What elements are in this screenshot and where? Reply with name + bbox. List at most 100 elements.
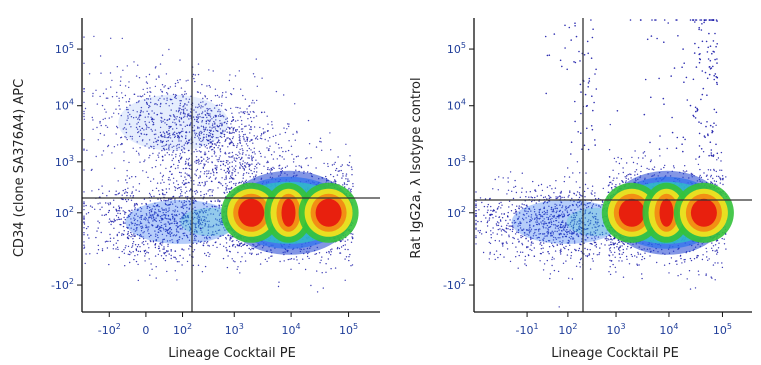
event-point — [551, 188, 553, 190]
event-point — [130, 227, 132, 229]
event-point — [83, 36, 85, 38]
event-point — [540, 248, 542, 250]
event-point — [196, 217, 198, 219]
event-point — [520, 235, 522, 237]
event-point — [127, 231, 129, 233]
event-point — [162, 248, 164, 250]
event-point — [210, 100, 212, 102]
event-point — [181, 212, 183, 214]
event-point — [216, 94, 219, 97]
event-point — [83, 191, 85, 193]
event-point — [136, 254, 139, 256]
event-point — [185, 162, 187, 164]
event-point — [157, 198, 159, 200]
event-point — [175, 222, 177, 224]
event-point — [243, 137, 245, 139]
event-point — [155, 226, 157, 228]
event-point — [264, 131, 266, 133]
event-point — [178, 196, 181, 198]
event-point — [488, 258, 490, 260]
event-point — [201, 231, 203, 233]
event-point — [345, 143, 347, 145]
event-point — [117, 239, 119, 242]
event-point — [562, 262, 565, 264]
event-point — [161, 179, 164, 181]
event-point — [205, 202, 207, 205]
event-point — [113, 218, 115, 220]
event-point — [279, 133, 281, 135]
event-point — [287, 149, 290, 152]
event-point — [83, 205, 85, 207]
event-point — [229, 175, 232, 177]
event-point — [579, 172, 581, 174]
event-point — [190, 232, 192, 234]
event-point — [315, 167, 317, 169]
event-point — [321, 256, 323, 258]
event-point — [497, 256, 499, 259]
event-point — [160, 182, 162, 184]
event-point — [334, 161, 336, 164]
event-point — [551, 258, 553, 261]
event-point — [193, 151, 195, 153]
event-point — [208, 170, 210, 172]
event-point — [522, 251, 524, 253]
event-point — [222, 234, 224, 237]
event-point — [194, 216, 196, 219]
event-point — [166, 240, 169, 242]
event-point — [586, 248, 589, 251]
event-point — [174, 217, 176, 220]
event-point — [325, 263, 327, 265]
density-contour — [315, 198, 342, 227]
event-point — [286, 165, 288, 167]
event-point — [555, 180, 557, 182]
event-point — [263, 132, 265, 135]
event-point — [226, 185, 228, 187]
event-point — [244, 162, 246, 164]
event-point — [544, 196, 547, 198]
event-point — [248, 168, 251, 170]
event-point — [209, 195, 211, 197]
event-point — [586, 255, 589, 258]
event-point — [489, 251, 491, 254]
event-point — [206, 147, 208, 149]
event-point — [128, 98, 131, 100]
event-point — [183, 234, 185, 237]
event-point — [198, 181, 201, 184]
event-point — [153, 195, 155, 197]
event-point — [139, 206, 142, 209]
event-point — [124, 188, 127, 191]
event-point — [120, 224, 122, 226]
event-point — [194, 193, 197, 195]
event-point — [237, 106, 239, 109]
event-point — [171, 154, 173, 156]
event-point — [230, 156, 233, 158]
event-point — [207, 234, 209, 237]
event-point — [203, 185, 205, 187]
event-point — [180, 157, 182, 160]
event-point — [118, 205, 120, 207]
event-point — [330, 149, 332, 151]
event-point — [177, 167, 179, 169]
event-point — [531, 197, 534, 199]
event-point — [101, 214, 103, 216]
event-point — [152, 215, 154, 217]
event-point — [158, 247, 160, 249]
event-point — [219, 164, 222, 167]
event-point — [628, 263, 631, 265]
event-point — [231, 151, 234, 154]
event-point — [157, 209, 160, 211]
event-point — [242, 135, 244, 138]
event-point — [293, 258, 295, 260]
event-point — [239, 167, 241, 169]
event-point — [511, 204, 513, 206]
event-point — [232, 260, 235, 262]
event-point — [219, 120, 221, 122]
event-point — [320, 259, 322, 261]
event-point — [187, 159, 189, 161]
x-tick-label: -102 — [98, 322, 121, 337]
event-point — [232, 169, 234, 171]
event-point — [590, 192, 592, 194]
event-point — [298, 262, 300, 265]
